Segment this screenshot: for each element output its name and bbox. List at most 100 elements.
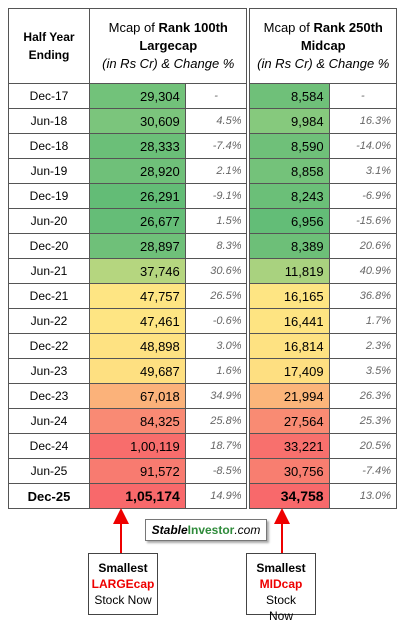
table-row: Dec-17 29,304-8,584-	[8, 83, 398, 109]
logo-investor: Investor	[187, 523, 235, 537]
value-cell: 8,389	[249, 233, 330, 259]
header-units: (in Rs Cr)	[102, 56, 158, 71]
value-cell: 8,858	[249, 158, 330, 184]
value-cell: 9,984	[249, 108, 330, 134]
period-cell: Dec-21	[8, 283, 90, 309]
period-cell: Jun-21	[8, 258, 90, 284]
period-cell: Dec-17	[8, 83, 90, 109]
header-change: & Change %	[316, 56, 390, 71]
change-cell: 1.6%	[184, 358, 248, 384]
header-change: & Change %	[161, 56, 235, 71]
change-cell: 30.6%	[184, 258, 248, 284]
header-bold: Rank 250th Midcap	[300, 20, 383, 53]
change-cell: 40.9%	[328, 258, 398, 284]
period-cell: Dec-25	[8, 483, 90, 509]
table-row: Dec-20 28,897 8.3% 8,389 20.6%	[8, 233, 398, 259]
value-cell: 28,333	[89, 133, 186, 159]
value-cell: 16,165	[249, 283, 330, 309]
change-cell: 14.9%	[184, 483, 248, 509]
header-text: Mcap of	[108, 20, 159, 35]
table-row: Dec-19 26,291 -9.1% 8,243 -6.9%	[8, 183, 398, 209]
value-cell: 8,243	[249, 183, 330, 209]
logo-com: .com	[234, 523, 261, 537]
value-cell: 28,920	[89, 158, 186, 184]
table-row: Jun-19 28,920 2.1% 8,858 3.1%	[8, 158, 398, 184]
change-cell: 2.1%	[184, 158, 248, 184]
table-row: Jun-22 47,461 -0.6% 16,441 1.7%	[8, 308, 398, 334]
change-cell: -15.6%	[328, 208, 398, 234]
period-cell: Jun-24	[8, 408, 90, 434]
change-cell: 25.3%	[328, 408, 398, 434]
change-cell: 2.3%	[328, 333, 398, 359]
period-cell: Dec-20	[8, 233, 90, 259]
callout-line: Now	[268, 609, 293, 623]
value-cell: 21,994	[249, 383, 330, 409]
period-cell: Jun-20	[8, 208, 90, 234]
value-cell: 28,897	[89, 233, 186, 259]
value-cell: 11,819	[249, 258, 330, 284]
logo: StableInvestor.com	[145, 519, 267, 541]
value-cell: 91,572	[89, 458, 186, 484]
value-cell: 33,221	[249, 433, 330, 459]
value-cell: 84,325	[89, 408, 186, 434]
table-row: Dec-24 1,00,119 18.7% 33,221 20.5%	[8, 433, 398, 459]
change-cell: 34.9%	[184, 383, 248, 409]
change-cell: 1.7%	[328, 308, 398, 334]
table-row: Dec-23 67,018 34.9% 21,994 26.3%	[8, 383, 398, 409]
table-row: Jun-18 30,609 4.5% 9,984 16.3%	[8, 108, 398, 134]
table-row: Dec-21 47,757 26.5% 16,165 36.8%	[8, 283, 398, 309]
value-cell: 1,00,119	[89, 433, 186, 459]
logo-stable: Stable	[151, 523, 188, 537]
callout-line: Smallest	[98, 561, 148, 575]
value-cell: 30,756	[249, 458, 330, 484]
gap	[246, 8, 251, 84]
change-cell: -7.4%	[184, 133, 248, 159]
change-cell: -9.1%	[184, 183, 248, 209]
table-row: Dec-18 28,333 -7.4% 8,590 -14.0%	[8, 133, 398, 159]
period-cell: Jun-19	[8, 158, 90, 184]
table-row: Jun-24 84,325 25.8% 27,564 25.3%	[8, 408, 398, 434]
change-cell: 3.0%	[184, 333, 248, 359]
change-cell: 13.0%	[328, 483, 398, 509]
callout-line: Smallest	[256, 561, 306, 575]
change-cell: -	[184, 83, 248, 109]
change-cell: 25.8%	[184, 408, 248, 434]
callout-midcap: Smallest MIDcap Stock Now	[246, 553, 316, 623]
period-cell: Dec-22	[8, 333, 90, 359]
change-cell: -7.4%	[328, 458, 398, 484]
value-cell: 34,758	[249, 483, 330, 509]
change-cell: -0.6%	[184, 308, 248, 334]
mcap-table: Half Year Ending Mcap of Rank 100th Larg…	[8, 8, 398, 509]
period-cell: Dec-23	[8, 383, 90, 409]
change-cell: 26.3%	[328, 383, 398, 409]
value-cell: 17,409	[249, 358, 330, 384]
value-cell: 1,05,174	[89, 483, 186, 509]
period-cell: Jun-25	[8, 458, 90, 484]
callout-line: Stock Now	[94, 593, 152, 607]
value-cell: 8,584	[249, 83, 330, 109]
change-cell: -6.9%	[328, 183, 398, 209]
header-largecap: Mcap of Rank 100th Largecap (in Rs Cr) & …	[88, 8, 248, 84]
period-cell: Jun-18	[8, 108, 90, 134]
table-row: Dec-22 48,898 3.0% 16,814 2.3%	[8, 333, 398, 359]
change-cell: 8.3%	[184, 233, 248, 259]
table-row: Dec-25 1,05,174 14.9% 34,758 13.0%	[8, 483, 398, 509]
change-cell: 3.1%	[328, 158, 398, 184]
value-cell: 16,441	[249, 308, 330, 334]
change-cell: -8.5%	[184, 458, 248, 484]
period-cell: Jun-23	[8, 358, 90, 384]
callout-largecap: Smallest LARGEcap Stock Now	[88, 553, 158, 615]
value-cell: 37,746	[89, 258, 186, 284]
period-cell: Jun-22	[8, 308, 90, 334]
change-cell: 20.6%	[328, 233, 398, 259]
change-cell: -	[328, 83, 398, 109]
header-midcap: Mcap of Rank 250th Midcap (in Rs Cr) & Ch…	[249, 8, 397, 84]
value-cell: 49,687	[89, 358, 186, 384]
change-cell: -14.0%	[328, 133, 398, 159]
callout-highlight: MIDcap	[259, 577, 303, 591]
callout-line: Stock	[265, 593, 296, 607]
period-cell: Dec-18	[8, 133, 90, 159]
value-cell: 8,590	[249, 133, 330, 159]
change-cell: 4.5%	[184, 108, 248, 134]
header-row: Half Year Ending Mcap of Rank 100th Larg…	[8, 8, 397, 84]
